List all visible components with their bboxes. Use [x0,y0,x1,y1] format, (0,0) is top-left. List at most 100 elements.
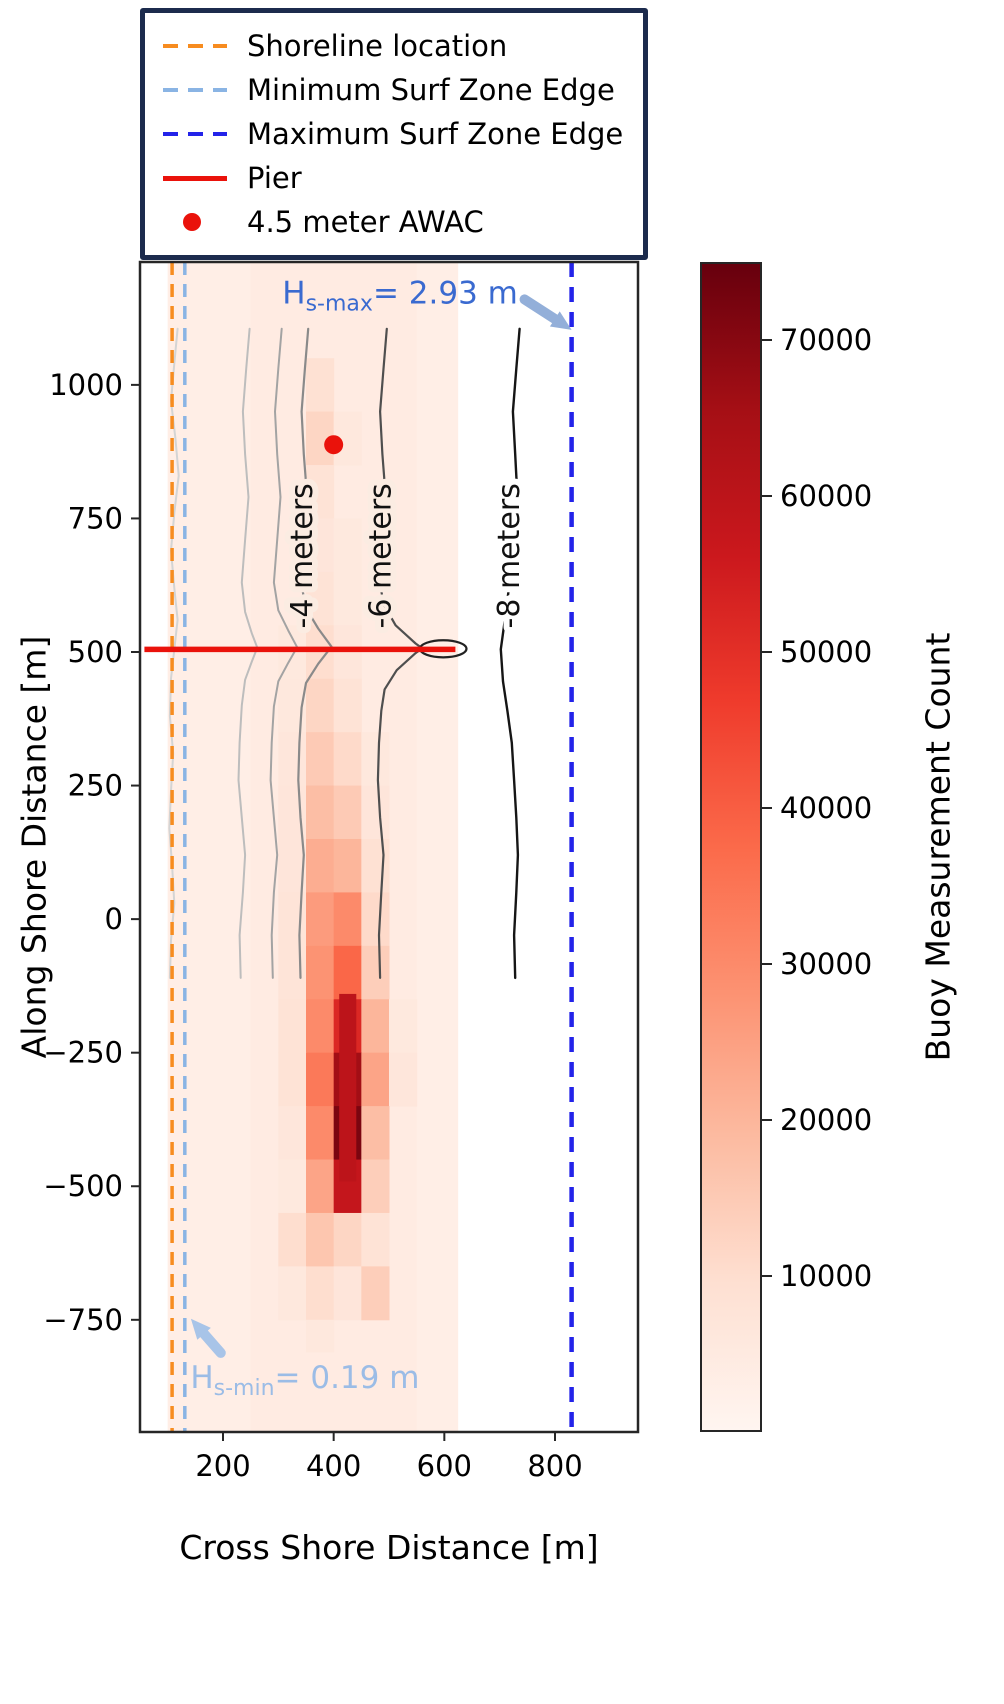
y-tick-label: 500 [68,635,123,669]
heatmap-cell [389,999,418,1054]
heatmap-cell [361,1052,390,1107]
colorbar-tick-label: 40000 [780,791,873,825]
legend-item-pier: Pier [163,157,625,199]
heatmap-cell [306,625,335,680]
heatmap-cell [306,945,335,1000]
heatmap-cell [306,1266,335,1321]
heatmap-cell [278,1106,307,1161]
colorbar-tick-label: 10000 [780,1259,873,1293]
contour-label: -8 meters [492,483,527,628]
contour-line-4m [297,327,333,980]
min-surf-zone-dashed-line-icon [163,88,227,92]
heatmap-cell [333,571,362,626]
legend-item-shoreline: Shoreline location [163,25,625,67]
max-surf-zone-dashed-line-icon [163,132,227,136]
y-tick-label: 1000 [49,368,123,402]
hs-min-annotation-arrow [199,1328,226,1358]
colorbar-tick-label: 70000 [780,323,873,357]
shoreline-dashed-line-icon [163,44,227,48]
heatmap-cell [361,1212,390,1267]
awac-dot-icon [183,213,201,231]
heatmap-cell [333,1266,362,1321]
heatmap-cell [333,892,362,947]
heatmap-cell [389,1052,418,1107]
plot-area: -4 meters -6 meters -8 meters Hs-max= 2.93 … [43,260,640,1483]
heatmap-cell [306,1106,335,1161]
awac-marker [324,435,344,455]
x-tick-label: 800 [527,1449,582,1483]
x-axis-label: Cross Shore Distance [m] [179,1528,599,1567]
colorbar-tick-label: 50000 [780,635,873,669]
heatmap-cell [361,838,390,893]
y-tick-label: −750 [43,1303,123,1337]
x-tick-label: 400 [306,1449,361,1483]
colorbar-tick [762,1119,772,1121]
heatmap-cell [333,625,362,680]
colorbar-tick-label: 60000 [780,479,873,513]
heatmap-cell [278,1052,307,1107]
heatmap-cell [306,999,335,1054]
heatmap-cell [333,838,362,893]
heatmap-cell [278,1159,307,1214]
contour-line [269,327,299,979]
heatmap-cell [306,785,335,840]
heatmap-cell [361,945,390,1000]
heatmap-cell [361,1266,390,1321]
colorbar-tick [762,1275,772,1277]
contour-line-8m [499,327,521,980]
legend-label-awac: 4.5 meter AWAC [247,205,484,239]
heatmap-cell [361,732,390,787]
contour-line [237,327,259,979]
heatmap-cell [306,358,335,413]
hs-min-annotation: Hs-min= 0.19 m [190,1360,419,1401]
y-tick-label: 250 [68,769,123,803]
heatmap-cell [333,945,362,1000]
contour-label: -6 meters [364,483,399,628]
colorbar-tick [762,651,772,653]
legend: Shoreline location Minimum Surf Zone Edg… [140,8,648,260]
colorbar-tick [762,807,772,809]
hs-max-annotation-arrowhead [549,311,572,330]
legend-label-max-surf-zone: Maximum Surf Zone Edge [247,117,624,151]
pier-solid-line-icon [163,175,227,181]
y-tick-label: 0 [105,902,123,936]
heatmap-cell [339,993,357,1182]
heatmap-cell [333,785,362,840]
heatmap-cell [333,732,362,787]
y-tick-label: −250 [43,1036,123,1070]
heatmap-cell [361,785,390,840]
heatmap-cell [278,999,307,1054]
heatmap-cell [306,892,335,947]
legend-label-pier: Pier [247,161,302,195]
heatmap-cell [306,1052,335,1107]
legend-item-min-surf-zone: Minimum Surf Zone Edge [163,69,625,111]
colorbar-tick [762,495,772,497]
legend-sample-wrap [163,175,233,181]
colorbar-ticks: 10000 20000 30000 40000 50000 60000 70000 [762,262,982,1432]
heatmap-cell [333,1212,362,1267]
legend-item-awac: 4.5 meter AWAC [163,201,625,243]
heatmap-cell [361,1159,390,1214]
heatmap-cell [333,518,362,573]
heatmap-cell [278,732,307,787]
legend-sample-wrap [163,44,233,48]
hs-max-annotation-arrow [519,294,560,324]
colorbar: 10000 20000 30000 40000 50000 60000 70000 [700,262,1000,1432]
heatmap-cell [306,838,335,893]
colorbar-label: Buoy Measurement Count [918,632,958,1062]
contour-label: -4 meters [285,483,320,628]
heatmap-cell [306,518,335,573]
heatmap-cell [306,465,335,519]
heatmap-cell [278,625,307,680]
heatmap-cell [306,1159,335,1214]
legend-sample-wrap [163,213,233,231]
legend-sample-wrap [163,132,233,136]
y-axis-label: Along Shore Distance [m] [14,635,54,1059]
y-tick-label: −500 [43,1169,123,1203]
hs-min-annotation-arrowhead [190,1318,211,1340]
heatmap-cell [306,678,335,733]
heatmap-cell [361,1106,390,1161]
colorbar-tick-label: 20000 [780,1103,873,1137]
colorbar-tick [762,963,772,965]
